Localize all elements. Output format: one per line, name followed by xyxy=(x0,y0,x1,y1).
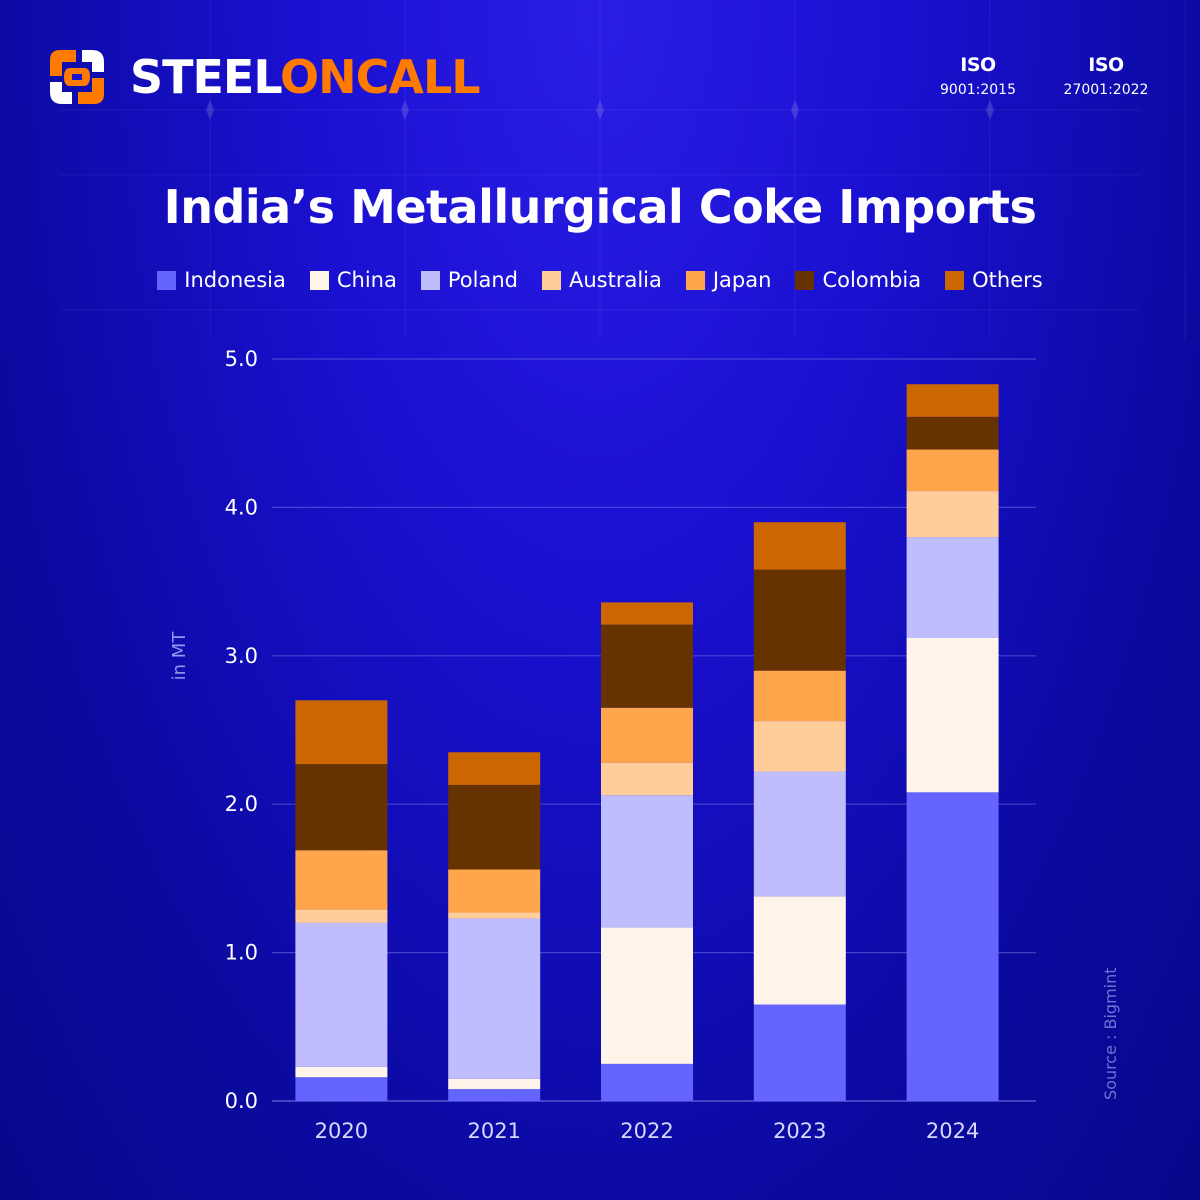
iso-code: 9001:2015 xyxy=(940,82,1016,98)
y-tick-label: 1.0 xyxy=(225,941,258,965)
bar-stack-2023 xyxy=(753,522,846,1101)
legend-label: Poland xyxy=(447,268,518,292)
legend-swatch xyxy=(309,270,329,290)
x-tick-label: 2022 xyxy=(620,1119,673,1143)
bar-segment-poland xyxy=(753,771,846,897)
bar-segment-japan xyxy=(295,850,388,910)
bar-segment-colombia xyxy=(906,416,999,450)
chart-legend: Indonesia China Poland Australia Japan Colomb… xyxy=(0,268,1200,292)
y-tick-label: 5.0 xyxy=(225,347,258,371)
bar-segment-colombia xyxy=(295,764,388,851)
bar-stack-2022 xyxy=(601,602,693,1101)
legend-item: Colombia xyxy=(795,268,921,292)
bar-segment-australia xyxy=(753,721,846,772)
y-axis-title: in MT xyxy=(169,631,190,681)
bar-segment-others xyxy=(295,700,388,765)
bar-segment-others xyxy=(753,522,846,570)
y-tick-label: 0.0 xyxy=(225,1089,258,1113)
bar-segment-indonesia xyxy=(448,1089,541,1101)
x-tick-label: 2024 xyxy=(926,1119,979,1143)
bar-segment-china xyxy=(906,637,999,793)
chart-title: India’s Metallurgical Coke Imports xyxy=(163,180,1037,234)
y-tick-label: 4.0 xyxy=(225,495,258,519)
bar-segment-indonesia xyxy=(295,1077,388,1101)
iso-logo: ISO xyxy=(1088,54,1124,76)
legend-label: Japan xyxy=(712,268,772,292)
legend-label: Others xyxy=(972,268,1043,292)
bar-segment-china xyxy=(295,1066,388,1078)
bar-segment-australia xyxy=(448,912,541,919)
bar-segment-poland xyxy=(448,918,541,1079)
bar-segment-indonesia xyxy=(753,1004,846,1101)
legend-swatch xyxy=(157,270,177,290)
bar-segment-japan xyxy=(448,869,541,913)
brand-logo[interactable]: STEELONCALL xyxy=(46,46,481,108)
legend-label: Colombia xyxy=(822,268,922,292)
legend-item: Indonesia xyxy=(157,268,286,292)
bar-segment-colombia xyxy=(601,624,693,708)
iso-certification-badge: ISO 27001:2022 xyxy=(1056,52,1156,98)
legend-swatch xyxy=(420,270,440,290)
bar-segment-australia xyxy=(601,762,693,796)
x-tick-label: 2023 xyxy=(773,1119,826,1143)
x-tick-label: 2021 xyxy=(467,1119,520,1143)
bar-stack-2024 xyxy=(906,384,999,1101)
bar-segment-poland xyxy=(601,795,693,928)
legend-item: China xyxy=(309,268,397,292)
source-note: Source : Bigmint xyxy=(1100,940,1124,1100)
bar-segment-others xyxy=(601,602,693,625)
bar-segment-poland xyxy=(295,922,388,1067)
bar-segment-china xyxy=(601,927,693,1064)
legend-item: Australia xyxy=(541,268,662,292)
legend-item: Poland xyxy=(420,268,518,292)
bar-stack-2021 xyxy=(448,752,541,1101)
brand-name-steel: STEEL xyxy=(130,50,281,104)
iso-certification-badge: ISO 9001:2015 xyxy=(928,52,1028,98)
legend-swatch xyxy=(685,270,705,290)
bar-segment-china xyxy=(753,896,846,1005)
bar-stack-2020 xyxy=(295,700,388,1101)
legend-swatch xyxy=(945,270,965,290)
bar-segment-poland xyxy=(906,537,999,638)
x-tick-label: 2020 xyxy=(315,1119,368,1143)
iso-logo: ISO xyxy=(960,54,996,76)
legend-item: Others xyxy=(945,268,1043,292)
bar-segment-colombia xyxy=(448,784,541,870)
legend-swatch xyxy=(541,270,561,290)
steeloncall-logo-icon xyxy=(50,50,104,104)
legend-label: China xyxy=(336,268,397,292)
brand-name-oncall: ONCALL xyxy=(280,50,481,104)
source-text: Source : Bigmint xyxy=(1101,967,1120,1100)
bar-segment-others xyxy=(448,752,541,785)
bar-segment-others xyxy=(906,384,999,417)
legend-label: Indonesia xyxy=(184,268,286,292)
y-tick-label: 3.0 xyxy=(225,644,258,668)
bar-segment-japan xyxy=(906,449,999,492)
legend-swatch xyxy=(795,270,815,290)
bar-segment-indonesia xyxy=(601,1063,693,1101)
bar-segment-colombia xyxy=(753,569,846,671)
bar-segment-australia xyxy=(906,491,999,538)
bar-segment-japan xyxy=(753,670,846,722)
bar-segment-australia xyxy=(295,909,388,923)
y-tick-label: 2.0 xyxy=(225,792,258,816)
bar-segment-japan xyxy=(601,707,693,763)
legend-item: Japan xyxy=(685,268,772,292)
legend-label: Australia xyxy=(568,268,662,292)
iso-code: 27001:2022 xyxy=(1063,82,1149,98)
bar-segment-indonesia xyxy=(906,792,999,1101)
bar-segment-china xyxy=(448,1078,541,1090)
